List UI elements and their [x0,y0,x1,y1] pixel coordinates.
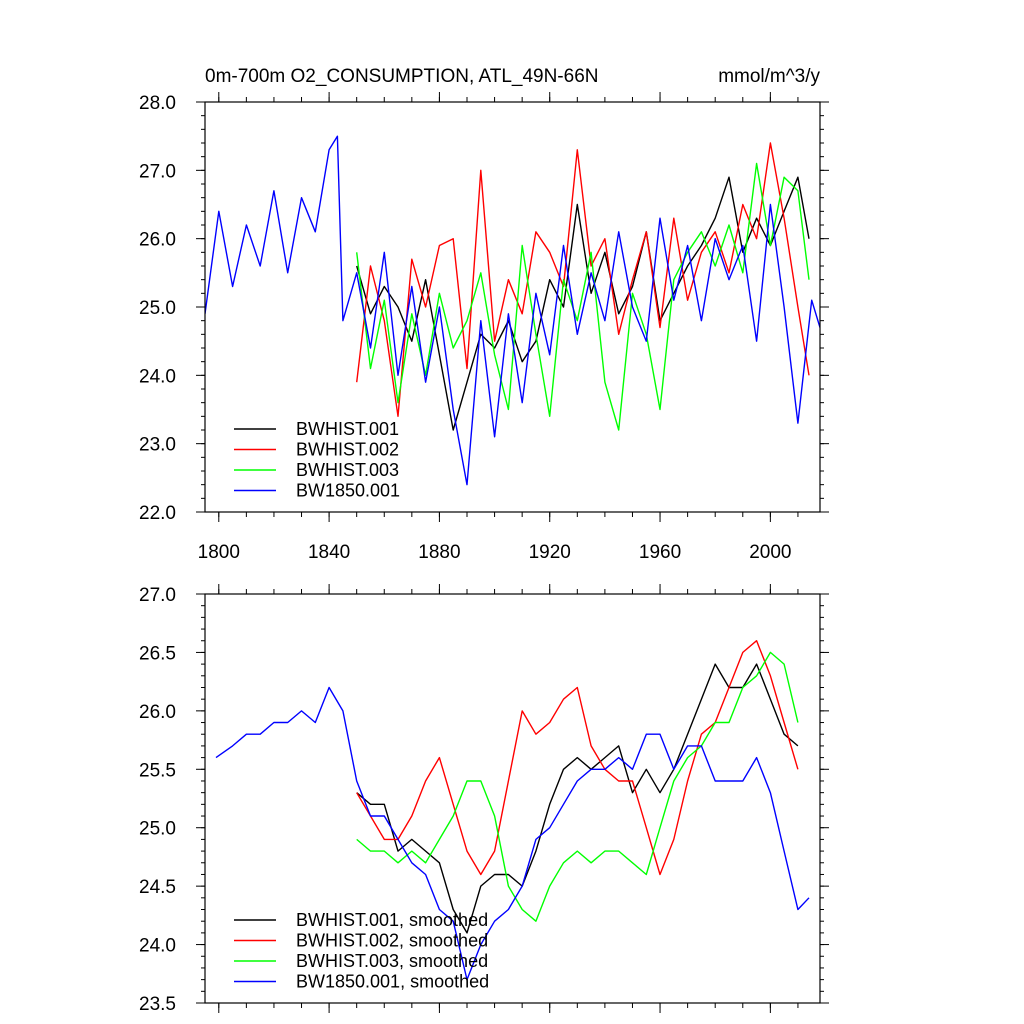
y-tick-label: 27.0 [139,161,176,182]
legend-label: BWHIST.001, smoothed [296,910,488,930]
series-line-bwhist-002-smoothed [356,640,799,876]
x-tick-label: 1800 [198,542,240,563]
legend-label: BWHIST.003 [296,460,399,480]
y-tick-label: 27.0 [139,585,176,606]
y-tick-label: 25.5 [139,760,176,781]
series-line-bwhist-003-smoothed [356,651,799,922]
series-line-bw1850-001-smoothed [215,686,810,981]
y-tick-label: 26.0 [139,230,176,251]
series-line-bwhist-001 [356,176,810,431]
series-line-bwhist-002 [356,142,810,417]
plot-frame [204,593,821,1004]
series-group [205,135,820,486]
y-tick-label: 28.0 [139,93,176,114]
y-tick-label: 24.0 [139,936,176,957]
y-tick-label: 22.0 [139,503,176,524]
y-tick-label: 23.5 [139,994,176,1015]
series-group [215,640,810,981]
chart-units: mmol/m^3/y [718,66,820,87]
y-tick-label: 23.0 [139,435,176,456]
x-tick-label: 1960 [639,542,681,563]
chart-title: 0m-700m O2_CONSUMPTION, ATL_49N-66N [205,66,599,87]
series-line-bw1850-001 [205,135,820,486]
x-tick-label: 2000 [749,542,791,563]
x-tick-label: 1880 [418,542,460,563]
legend-label: BW1850.001, smoothed [296,972,489,992]
legend-label: BW1850.001 [296,481,400,501]
legend-label: BWHIST.002, smoothed [296,931,488,951]
series-line-bwhist-003 [356,162,810,431]
bottom-panel-o2-consumption-smoothed: 23.5 24.0 24.5 25.0 25.5 26.0 26.5 27.0 BWHIST.0… [139,584,829,1015]
x-tick-label: 1920 [529,542,571,563]
y-tick-label: 25.0 [139,298,176,319]
legend-label: BWHIST.002 [296,440,399,460]
y-tick-label: 26.5 [139,643,176,664]
y-tick-label: 25.0 [139,819,176,840]
y-tick-label: 24.0 [139,366,176,387]
top-panel-o2-consumption-raw: 22.0 23.0 24.0 25.0 26.0 27.0 28.0 1800 1840 1880… [139,66,829,563]
legend-label: BWHIST.001 [296,419,399,439]
y-tick-label: 26.0 [139,702,176,723]
x-tick-label: 1840 [308,542,350,563]
legend-label: BWHIST.003, smoothed [296,951,488,971]
y-tick-label: 24.5 [139,877,176,898]
